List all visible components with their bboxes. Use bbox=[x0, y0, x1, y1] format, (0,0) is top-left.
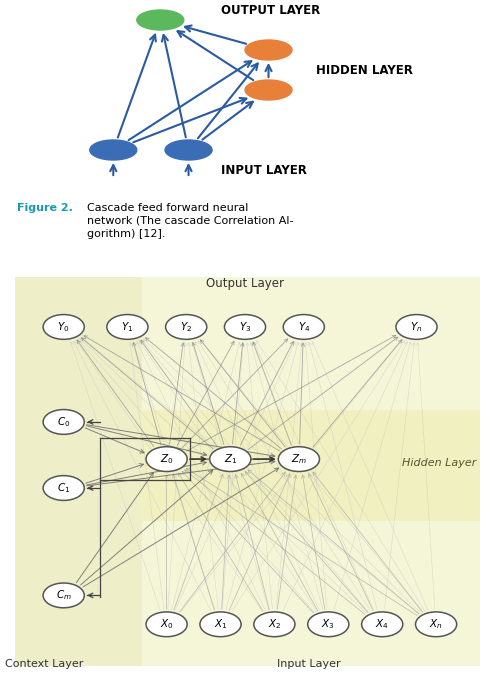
Ellipse shape bbox=[254, 612, 295, 637]
Bar bbox=[142, 405, 480, 521]
Text: $X_{0}$: $X_{0}$ bbox=[160, 618, 173, 631]
Text: HIDDEN LAYER: HIDDEN LAYER bbox=[316, 64, 413, 77]
Circle shape bbox=[245, 40, 292, 60]
Text: Output Layer: Output Layer bbox=[206, 277, 284, 290]
Bar bbox=[15, 277, 142, 666]
Text: $X_{3}$: $X_{3}$ bbox=[321, 618, 335, 631]
Text: $X_{n}$: $X_{n}$ bbox=[429, 618, 443, 631]
Ellipse shape bbox=[146, 447, 187, 471]
Text: $X_{4}$: $X_{4}$ bbox=[375, 618, 389, 631]
Ellipse shape bbox=[200, 612, 241, 637]
Ellipse shape bbox=[166, 315, 207, 340]
Text: INPUT LAYER: INPUT LAYER bbox=[221, 163, 307, 176]
Ellipse shape bbox=[146, 612, 187, 637]
Text: Context Layer: Context Layer bbox=[5, 658, 83, 669]
Circle shape bbox=[137, 10, 184, 30]
Ellipse shape bbox=[362, 612, 403, 637]
Ellipse shape bbox=[224, 315, 266, 340]
Text: Figure 2.: Figure 2. bbox=[17, 203, 73, 213]
Text: OUTPUT LAYER: OUTPUT LAYER bbox=[221, 3, 321, 16]
Ellipse shape bbox=[43, 476, 84, 500]
Text: Input Layer: Input Layer bbox=[277, 658, 341, 669]
Text: $C_{m}$: $C_{m}$ bbox=[56, 589, 72, 602]
Ellipse shape bbox=[278, 447, 319, 471]
Text: $Z_{m}$: $Z_{m}$ bbox=[291, 452, 307, 466]
Circle shape bbox=[90, 140, 137, 160]
Circle shape bbox=[245, 80, 292, 100]
Text: $Z_{1}$: $Z_{1}$ bbox=[223, 452, 237, 466]
Ellipse shape bbox=[43, 315, 84, 340]
Ellipse shape bbox=[107, 315, 148, 340]
Text: $Y_{3}$: $Y_{3}$ bbox=[239, 320, 251, 334]
Text: Hidden Layer: Hidden Layer bbox=[402, 458, 476, 468]
Ellipse shape bbox=[283, 315, 324, 340]
Circle shape bbox=[165, 140, 212, 160]
Text: $Y_{0}$: $Y_{0}$ bbox=[57, 320, 70, 334]
Ellipse shape bbox=[210, 447, 251, 471]
Text: $X_{1}$: $X_{1}$ bbox=[214, 618, 227, 631]
Text: $C_{0}$: $C_{0}$ bbox=[57, 415, 71, 429]
Text: $Y_{2}$: $Y_{2}$ bbox=[180, 320, 192, 334]
Ellipse shape bbox=[308, 612, 349, 637]
Text: $Y_{4}$: $Y_{4}$ bbox=[297, 320, 310, 334]
Text: $Z_{0}$: $Z_{0}$ bbox=[160, 452, 173, 466]
Text: $X_{2}$: $X_{2}$ bbox=[268, 618, 281, 631]
Ellipse shape bbox=[416, 612, 457, 637]
Ellipse shape bbox=[43, 583, 84, 607]
Bar bbox=[142, 277, 480, 410]
Text: $C_{1}$: $C_{1}$ bbox=[57, 481, 70, 495]
Text: $Y_{1}$: $Y_{1}$ bbox=[121, 320, 134, 334]
Ellipse shape bbox=[396, 315, 437, 340]
Text: $Y_{n}$: $Y_{n}$ bbox=[410, 320, 423, 334]
Ellipse shape bbox=[43, 410, 84, 435]
Text: Cascade feed forward neural
network (The cascade Correlation Al-
gorithm) [12].: Cascade feed forward neural network (The… bbox=[87, 203, 294, 239]
